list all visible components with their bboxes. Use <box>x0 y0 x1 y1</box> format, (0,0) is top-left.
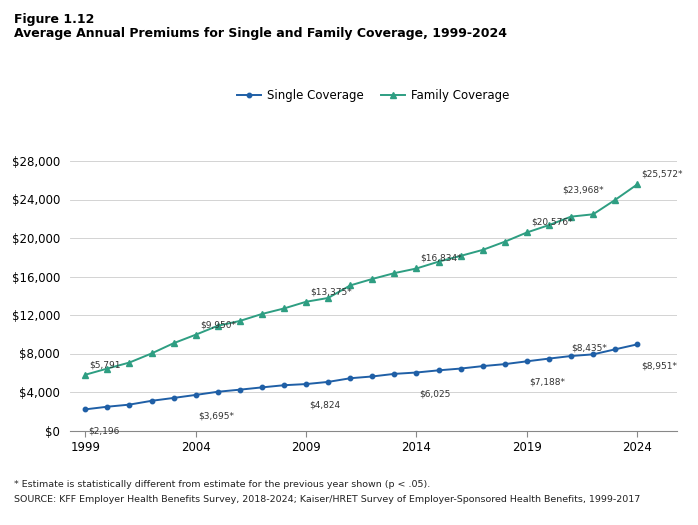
Family Coverage <box>346 282 355 289</box>
Text: $6,025: $6,025 <box>419 389 451 398</box>
Line: Family Coverage: Family Coverage <box>82 182 640 377</box>
Single Coverage <box>611 346 619 352</box>
Single Coverage <box>479 363 487 369</box>
Single Coverage <box>413 370 421 376</box>
Text: $3,695*: $3,695* <box>198 412 235 421</box>
Single Coverage <box>236 386 244 393</box>
Family Coverage <box>236 318 244 324</box>
Text: $2,196: $2,196 <box>88 426 119 435</box>
Single Coverage <box>456 365 465 372</box>
Family Coverage <box>368 276 376 282</box>
Single Coverage <box>523 358 531 364</box>
Family Coverage <box>611 197 619 203</box>
Single Coverage <box>545 355 554 362</box>
Single Coverage <box>324 379 332 385</box>
Single Coverage <box>390 371 399 377</box>
Single Coverage <box>589 351 597 358</box>
Family Coverage <box>567 214 575 220</box>
Text: $4,824: $4,824 <box>309 401 340 410</box>
Single Coverage <box>368 373 376 380</box>
Legend: Single Coverage, Family Coverage: Single Coverage, Family Coverage <box>232 84 514 107</box>
Single Coverage <box>214 388 222 395</box>
Family Coverage <box>302 299 311 305</box>
Family Coverage <box>147 350 156 356</box>
Text: Figure 1.12: Figure 1.12 <box>14 13 94 26</box>
Text: $23,968*: $23,968* <box>563 185 604 194</box>
Text: $20,576*: $20,576* <box>531 218 572 227</box>
Single Coverage <box>125 402 133 408</box>
Family Coverage <box>456 253 465 259</box>
Text: $25,572*: $25,572* <box>641 170 683 179</box>
Text: $16,834*: $16,834* <box>421 254 462 263</box>
Text: $9,950*: $9,950* <box>200 320 236 329</box>
Single Coverage <box>191 392 200 398</box>
Text: $5,791: $5,791 <box>89 360 121 369</box>
Family Coverage <box>434 258 443 265</box>
Single Coverage <box>258 384 266 391</box>
Family Coverage <box>170 340 178 346</box>
Single Coverage <box>346 375 355 381</box>
Single Coverage <box>280 382 288 388</box>
Single Coverage <box>170 395 178 401</box>
Family Coverage <box>81 372 89 378</box>
Single Coverage <box>500 361 509 368</box>
Text: Average Annual Premiums for Single and Family Coverage, 1999-2024: Average Annual Premiums for Single and F… <box>14 27 507 40</box>
Family Coverage <box>258 311 266 317</box>
Single Coverage <box>567 353 575 359</box>
Single Coverage <box>302 381 311 387</box>
Text: $8,435*: $8,435* <box>571 344 607 353</box>
Family Coverage <box>280 306 288 312</box>
Family Coverage <box>413 265 421 271</box>
Family Coverage <box>479 247 487 253</box>
Single Coverage <box>434 367 443 373</box>
Family Coverage <box>324 295 332 301</box>
Family Coverage <box>125 360 133 366</box>
Family Coverage <box>103 365 112 372</box>
Family Coverage <box>214 323 222 329</box>
Line: Single Coverage: Single Coverage <box>83 342 639 412</box>
Single Coverage <box>147 397 156 404</box>
Family Coverage <box>523 229 531 236</box>
Family Coverage <box>390 270 399 276</box>
Text: $8,951*: $8,951* <box>641 361 678 370</box>
Single Coverage <box>103 404 112 410</box>
Single Coverage <box>81 406 89 413</box>
Text: SOURCE: KFF Employer Health Benefits Survey, 2018-2024; Kaiser/HRET Survey of Em: SOURCE: KFF Employer Health Benefits Sur… <box>14 495 640 503</box>
Family Coverage <box>589 211 597 217</box>
Family Coverage <box>500 238 509 245</box>
Text: * Estimate is statistically different from estimate for the previous year shown : * Estimate is statistically different fr… <box>14 480 430 489</box>
Text: $7,188*: $7,188* <box>530 378 565 387</box>
Family Coverage <box>191 332 200 338</box>
Text: $13,375*: $13,375* <box>310 287 352 296</box>
Single Coverage <box>633 341 641 348</box>
Family Coverage <box>633 181 641 187</box>
Family Coverage <box>545 222 554 228</box>
